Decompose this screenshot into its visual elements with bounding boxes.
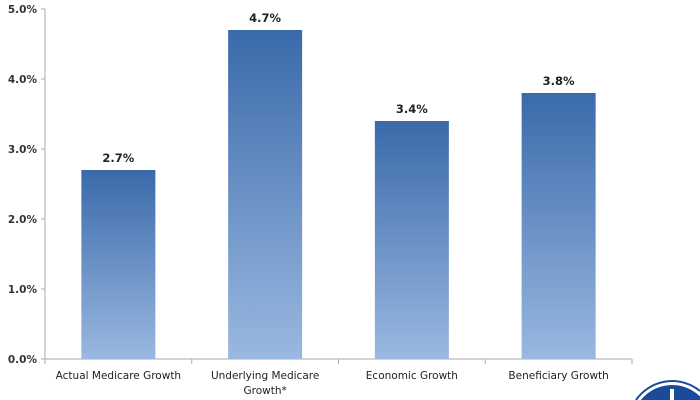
y-tick-label: 1.0% (8, 284, 38, 296)
bar (521, 93, 596, 359)
y-tick-label: 0.0% (8, 354, 38, 366)
x-tick-label: Beneficiary Growth (508, 370, 608, 382)
y-tick-label: 3.0% (8, 144, 38, 156)
data-label: 3.4% (396, 102, 428, 116)
x-tick-label: Economic Growth (366, 370, 458, 382)
bar (228, 30, 303, 359)
bar (81, 170, 156, 359)
data-label: 2.7% (102, 151, 134, 165)
logo-seal (635, 380, 700, 400)
x-tick-label: Underlying Medicare (211, 370, 319, 382)
x-tick-label: Growth* (243, 385, 286, 397)
x-tick-label: Actual Medicare Growth (56, 370, 181, 382)
y-tick-label: 4.0% (8, 74, 38, 86)
data-label: 3.8% (543, 74, 575, 88)
y-tick-label: 2.0% (8, 214, 38, 226)
y-tick-label: 5.0% (8, 4, 38, 16)
bar (374, 121, 449, 359)
data-label: 4.7% (249, 11, 281, 25)
